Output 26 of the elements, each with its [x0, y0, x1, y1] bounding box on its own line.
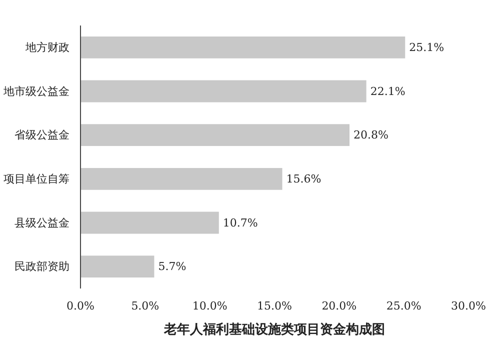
bar: [80, 80, 366, 102]
bar: [80, 124, 350, 146]
y-tick-label: 民政部资助: [14, 260, 70, 274]
y-tick-label: 省级公益金: [14, 128, 70, 142]
x-tick-label: 20.0%: [322, 300, 357, 312]
y-tick-label: 县级公益金: [14, 216, 70, 230]
bar: [80, 168, 282, 190]
x-tick-label: 25.0%: [386, 300, 422, 312]
data-label: 10.7%: [222, 216, 258, 230]
data-label: 22.1%: [370, 84, 406, 98]
y-tick-label: 地市级公益金: [2, 84, 70, 98]
x-tick-label: 15.0%: [257, 300, 292, 312]
y-tick-label: 地方财政: [24, 40, 70, 54]
x-tick-label: 10.0%: [192, 300, 228, 312]
data-label: 20.8%: [354, 128, 388, 142]
bar: [80, 256, 154, 278]
x-tick-label: 0.0%: [66, 300, 94, 312]
x-tick-label: 30.0%: [451, 300, 486, 312]
text: 老年人福利基础设施类项目资金构成图: [163, 322, 385, 338]
x-tick-label: 5.0%: [131, 300, 160, 312]
bar: [80, 36, 406, 58]
y-tick-label: 项目单位自筹: [4, 172, 70, 186]
bar: [80, 212, 219, 234]
data-label: 25.1%: [409, 40, 444, 54]
data-label: 15.6%: [286, 172, 322, 186]
data-label: 5.7%: [158, 260, 186, 274]
